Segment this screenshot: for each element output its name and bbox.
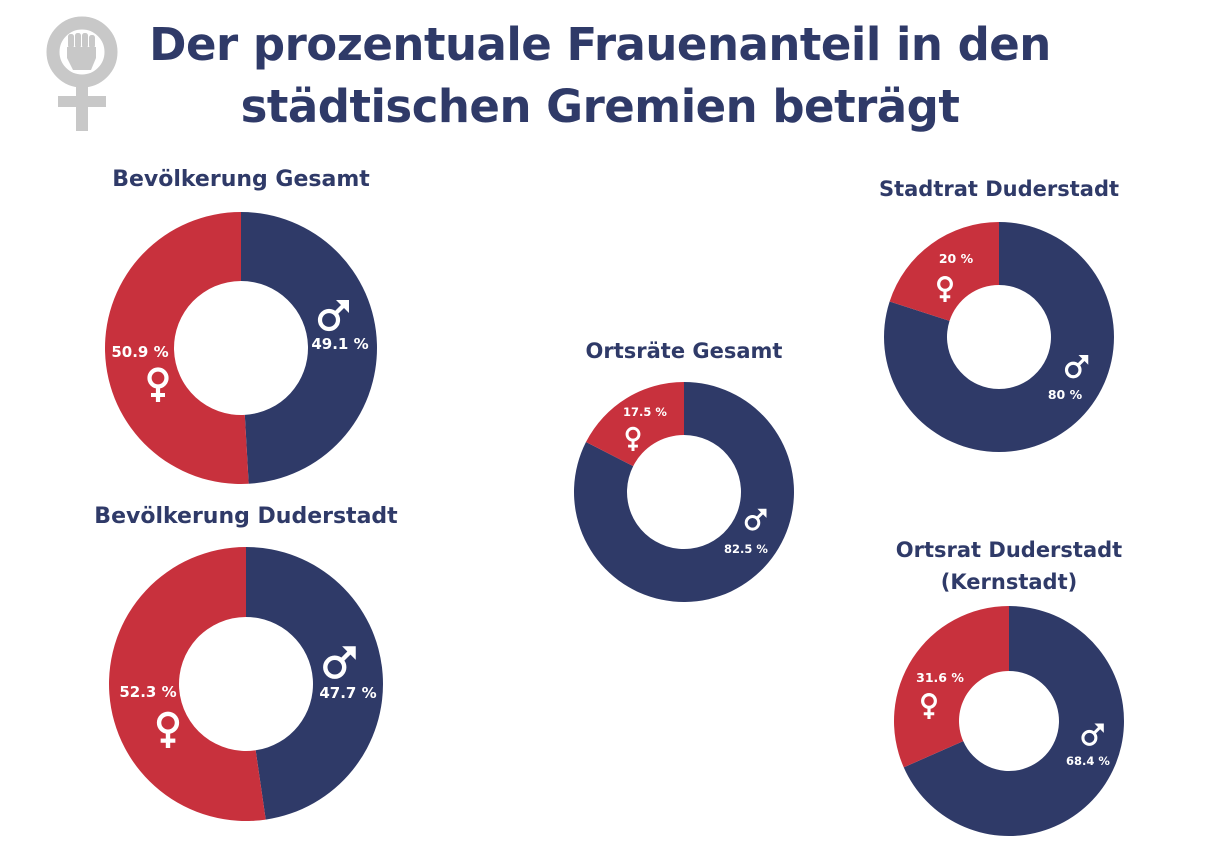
male-label-4: 68.4 % — [1066, 754, 1110, 768]
chart-title-4-1: (Kernstadt) — [941, 570, 1077, 594]
page-title: Der prozentuale Frauenanteil in den städ… — [120, 14, 1080, 138]
donut-chart-1: Bevölkerung Duderstadt 52.3 % 47.7 % — [94, 504, 398, 821]
female-symbol-icon-2 — [625, 426, 641, 451]
female-slice-4 — [893, 606, 1009, 768]
logo-icon — [46, 16, 118, 131]
male-slice-2 — [573, 382, 794, 603]
female-slice-1 — [108, 547, 266, 821]
chart-title-4-0: Ortsrat Duderstadt — [896, 538, 1122, 562]
female-symbol-icon-3 — [937, 276, 953, 302]
chart-title-0-0: Bevölkerung Gesamt — [112, 167, 370, 192]
female-label-3: 20 % — [939, 251, 974, 266]
male-label-0: 49.1 % — [311, 335, 368, 353]
male-slice-1 — [246, 547, 383, 820]
male-slice-0 — [241, 211, 378, 484]
page-title-line-2: städtischen Gremien beträgt — [240, 80, 960, 133]
female-slice-2 — [585, 382, 684, 467]
male-label-1: 47.7 % — [319, 684, 376, 702]
female-label-1: 52.3 % — [119, 683, 176, 701]
male-symbol-icon-3 — [1064, 355, 1089, 379]
chart-title-2-0: Ortsräte Gesamt — [586, 339, 783, 363]
male-symbol-icon-0 — [317, 300, 349, 332]
female-slice-3 — [889, 222, 999, 321]
female-label-2: 17.5 % — [623, 405, 667, 419]
fist-icon — [67, 33, 96, 70]
male-label-3: 80 % — [1048, 387, 1083, 402]
male-symbol-icon-2 — [744, 508, 767, 531]
donut-chart-3: Stadtrat Duderstadt 20 % 80 % — [879, 177, 1119, 452]
donut-chart-4: Ortsrat Duderstadt (Kernstadt) 31.6 % 68.4 … — [893, 538, 1124, 836]
female-label-4: 31.6 % — [916, 670, 964, 685]
donut-chart-2: Ortsräte Gesamt 17.5 % 82.5 % — [573, 339, 794, 603]
male-slice-3 — [884, 222, 1114, 452]
male-label-2: 82.5 % — [724, 542, 768, 556]
chart-title-3-0: Stadtrat Duderstadt — [879, 177, 1119, 201]
page-title-line-1: Der prozentuale Frauenanteil in den — [149, 18, 1051, 71]
female-symbol-icon-0 — [147, 367, 169, 402]
female-slice-0 — [105, 212, 249, 484]
female-symbol-icon-4 — [921, 693, 937, 719]
male-slice-4 — [903, 606, 1124, 836]
donut-chart-0: Bevölkerung Gesamt 50.9 % 49.1 % — [105, 167, 378, 484]
female-symbol-icon-1 — [156, 711, 180, 748]
chart-title-1-0: Bevölkerung Duderstadt — [94, 504, 398, 529]
female-label-0: 50.9 % — [111, 343, 168, 361]
